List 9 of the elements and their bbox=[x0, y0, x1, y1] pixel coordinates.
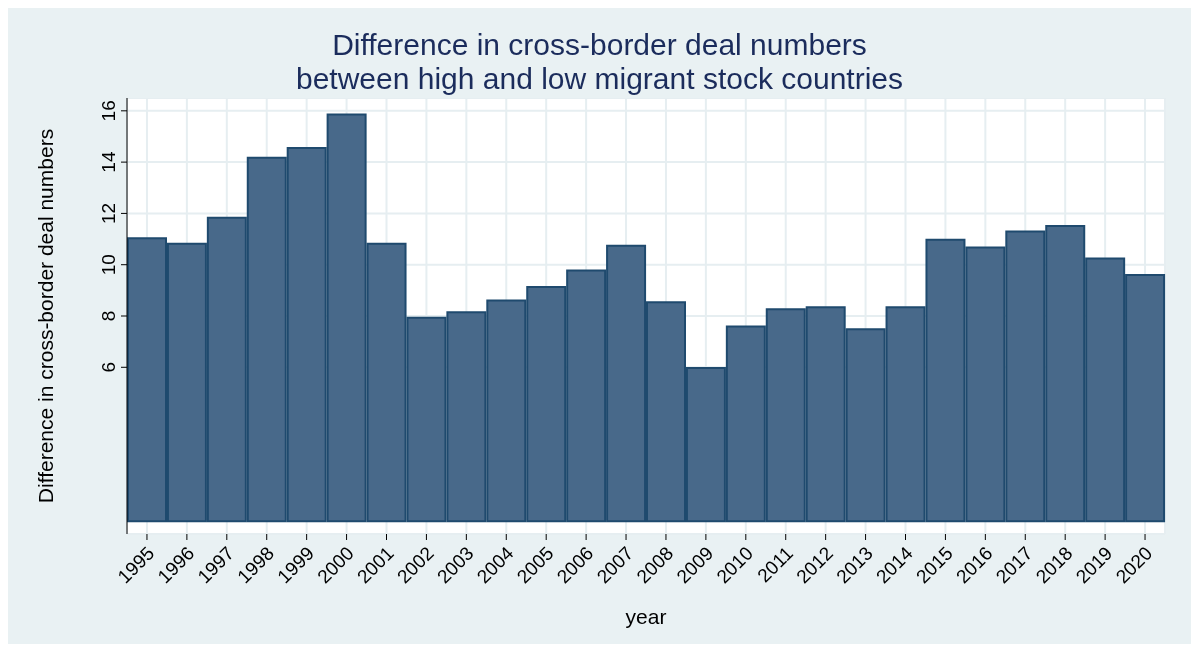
y-tick-label: 10 bbox=[98, 254, 119, 276]
x-axis-title: year bbox=[625, 605, 667, 628]
chart-title: Difference in cross-border deal numbers between high and low migrant stock countries bbox=[295, 28, 904, 96]
y-tick-label: 8 bbox=[98, 310, 119, 322]
y-tick-label: 16 bbox=[98, 100, 119, 122]
y-axis-title: Difference in cross-border deal numbers bbox=[34, 128, 58, 504]
y-tick-label: 6 bbox=[98, 362, 119, 373]
y-tick-label: 12 bbox=[98, 202, 119, 224]
y-tick-label: 14 bbox=[98, 151, 119, 173]
